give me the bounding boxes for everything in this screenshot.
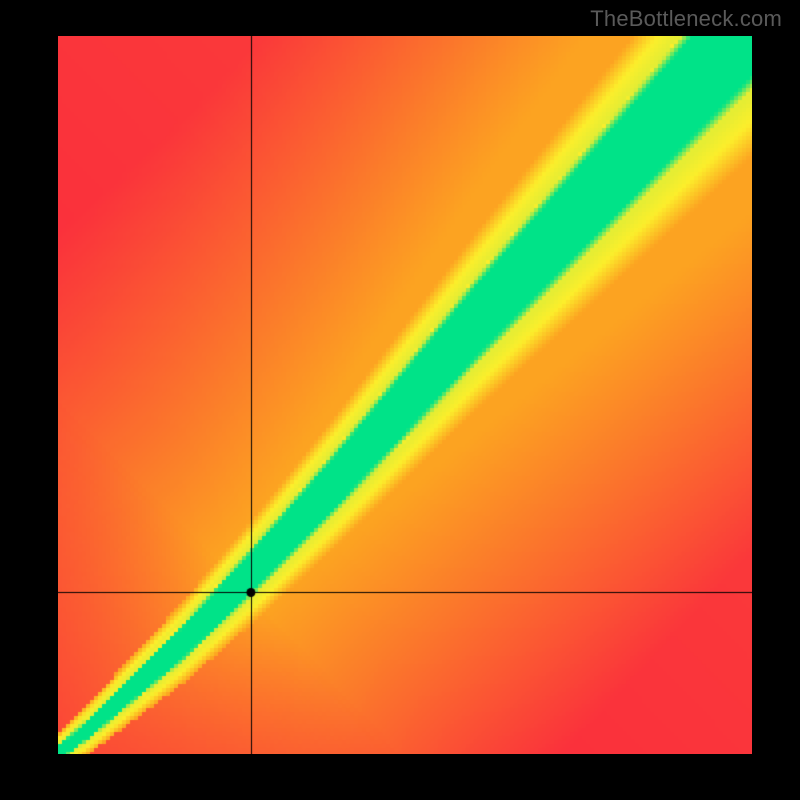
- heatmap-canvas: [58, 36, 752, 754]
- credit-label: TheBottleneck.com: [590, 6, 782, 32]
- chart-container: TheBottleneck.com: [0, 0, 800, 800]
- plot-area: [58, 36, 752, 754]
